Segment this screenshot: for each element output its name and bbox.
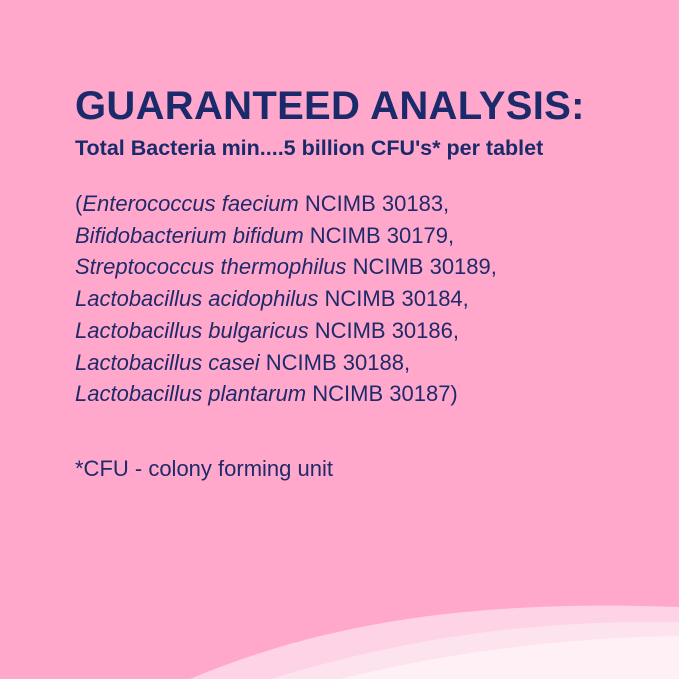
footnote: *CFU - colony forming unit bbox=[75, 456, 333, 481]
subtitle: Total Bacteria min....5 billion CFU's* p… bbox=[75, 136, 544, 160]
strain-item: Lactobacillus casei NCIMB 30188, bbox=[75, 349, 411, 375]
page-title: GUARANTEED ANALYSIS: bbox=[75, 84, 585, 128]
strain-item: Lactobacillus acidophilus NCIMB 30184, bbox=[75, 286, 469, 312]
strain-item: Bifidobacterium bifidum NCIMB 30179, bbox=[75, 222, 455, 248]
strain-list: (Enterococcus faecium NCIMB 30183, Bifid… bbox=[75, 188, 497, 410]
strain-item: (Enterococcus faecium NCIMB 30183, bbox=[75, 191, 450, 216]
strain-item: Lactobacillus bulgaricus NCIMB 30186, bbox=[75, 317, 459, 343]
wave-core bbox=[340, 636, 679, 679]
strain-item: Lactobacillus plantarum NCIMB 30187) bbox=[75, 381, 458, 407]
strain-item: Streptococcus thermophilus NCIMB 30189, bbox=[75, 254, 497, 280]
